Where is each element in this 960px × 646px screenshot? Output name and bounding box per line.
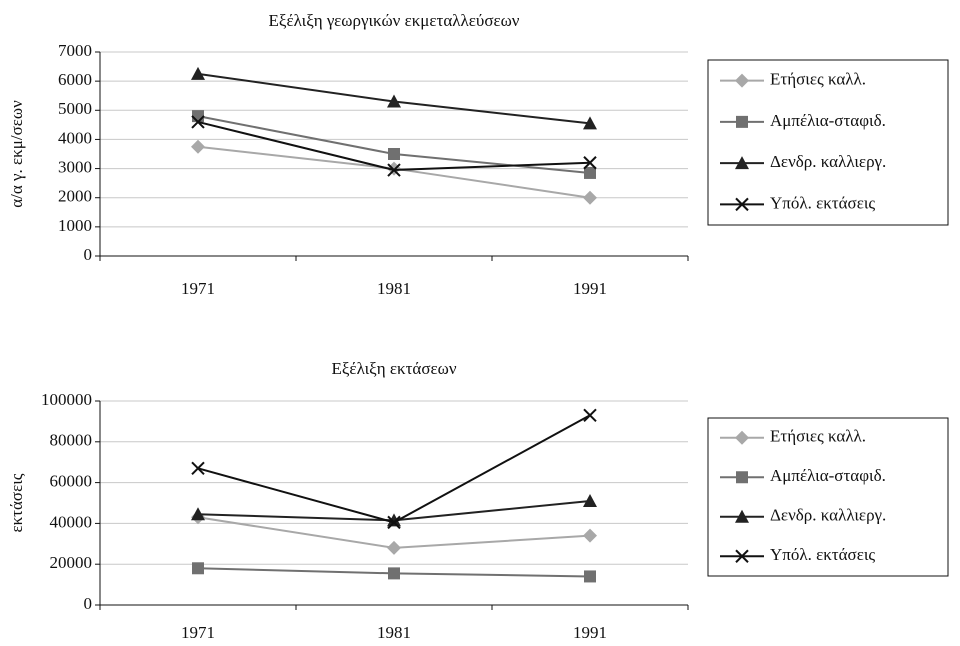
y-tick-label: 0	[84, 245, 93, 264]
y-tick-label: 4000	[58, 128, 92, 147]
data-point	[387, 513, 401, 527]
legend-marker	[736, 115, 748, 128]
data-point	[191, 461, 205, 476]
data-point	[388, 567, 400, 580]
data-point	[387, 540, 401, 555]
data-point	[192, 562, 204, 575]
legend-label: Ετήσιες καλλ.	[770, 70, 866, 89]
data-point	[583, 116, 597, 130]
data-point	[584, 570, 596, 583]
data-point	[387, 161, 401, 176]
data-point	[191, 115, 205, 129]
y-axis-label: α/α γ. εκμ/σεων	[7, 100, 26, 208]
legend-box	[707, 417, 949, 577]
data-point	[388, 148, 400, 160]
data-point	[583, 408, 597, 422]
legend-marker	[735, 73, 749, 88]
x-tick-label: 1981	[377, 279, 411, 298]
legend-box	[707, 59, 949, 226]
legend-label: Υπόλ. εκτάσεις	[770, 545, 875, 564]
y-tick-label: 1000	[58, 216, 92, 235]
y-tick-label: 0	[84, 594, 93, 613]
legend-marker	[735, 197, 749, 212]
chart-title: Εξέλιξη γεωργικών εκμεταλλεύσεων	[268, 11, 519, 30]
data-point	[387, 163, 401, 177]
data-point	[192, 110, 204, 123]
legend-label: Υπόλ. εκτάσεις	[770, 193, 875, 212]
data-point	[191, 66, 205, 80]
x-tick-label: 1971	[181, 279, 215, 298]
data-point	[387, 515, 401, 530]
data-point	[583, 190, 597, 205]
y-tick-label: 40000	[50, 512, 93, 531]
chart-title: Εξέλιξη εκτάσεων	[331, 359, 456, 378]
data-point	[191, 139, 205, 154]
y-axis-label: εκτάσεις	[7, 473, 26, 532]
legend-label: Αμπέλια-σταφιδ.	[770, 111, 886, 130]
data-point	[387, 94, 401, 108]
legend-marker	[736, 471, 748, 484]
legend-marker	[735, 549, 749, 563]
data-point	[191, 507, 205, 521]
x-tick-label: 1991	[573, 279, 607, 298]
y-tick-label: 5000	[58, 99, 92, 118]
y-tick-label: 80000	[50, 431, 93, 450]
data-point	[583, 156, 597, 170]
legend-marker	[735, 430, 749, 445]
x-tick-label: 1971	[181, 623, 215, 642]
y-tick-label: 7000	[58, 41, 92, 60]
data-point	[583, 528, 597, 543]
legend-marker	[735, 509, 749, 523]
x-tick-label: 1981	[377, 623, 411, 642]
legend-label: Δενδρ. καλλιεργ.	[770, 152, 886, 171]
y-tick-label: 6000	[58, 70, 92, 89]
y-tick-label: 3000	[58, 157, 92, 176]
x-tick-label: 1991	[573, 623, 607, 642]
y-tick-label: 100000	[41, 390, 92, 409]
y-tick-label: 20000	[50, 553, 93, 572]
y-tick-label: 2000	[58, 187, 92, 206]
legend-marker	[735, 156, 749, 170]
data-point	[584, 166, 596, 179]
legend-label: Ετήσιες καλλ.	[770, 427, 866, 446]
data-point	[583, 493, 597, 507]
y-tick-label: 60000	[50, 472, 93, 491]
legend-label: Δενδρ. καλλιεργ.	[770, 506, 886, 525]
legend-label: Αμπέλια-σταφιδ.	[770, 466, 886, 485]
